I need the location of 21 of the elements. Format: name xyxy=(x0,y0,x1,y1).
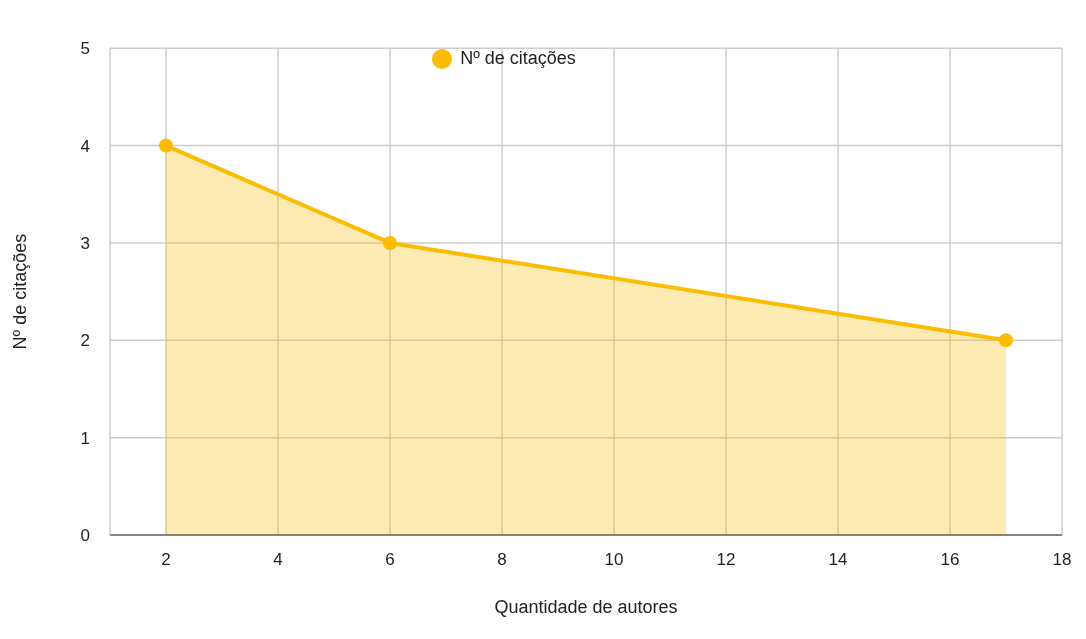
x-tick-label: 14 xyxy=(828,550,848,570)
x-tick-label: 4 xyxy=(273,550,283,570)
y-tick-label: 0 xyxy=(80,526,90,546)
point xyxy=(159,138,173,153)
point xyxy=(999,333,1013,348)
x-tick-label: 16 xyxy=(940,550,960,570)
x-tick-label: 6 xyxy=(385,550,395,570)
x-tick-label: 2 xyxy=(161,550,171,570)
x-axis-title: Quantidade de autores xyxy=(494,597,678,617)
x-tick-label: 10 xyxy=(604,550,624,570)
y-tick-label: 4 xyxy=(80,136,90,156)
y-tick-label: 2 xyxy=(80,331,90,351)
y-axis-title: Nº de citações xyxy=(10,233,31,350)
x-tick-label: 8 xyxy=(497,550,507,570)
x-tick-label: 12 xyxy=(716,550,736,570)
y-tick-label: 3 xyxy=(80,233,90,253)
y-tick-label: 1 xyxy=(80,428,90,448)
x-tick-label: 18 xyxy=(1052,550,1072,570)
legend-label: Nº de citações xyxy=(460,48,576,68)
point xyxy=(383,235,397,250)
y-tick-label: 5 xyxy=(80,39,90,59)
